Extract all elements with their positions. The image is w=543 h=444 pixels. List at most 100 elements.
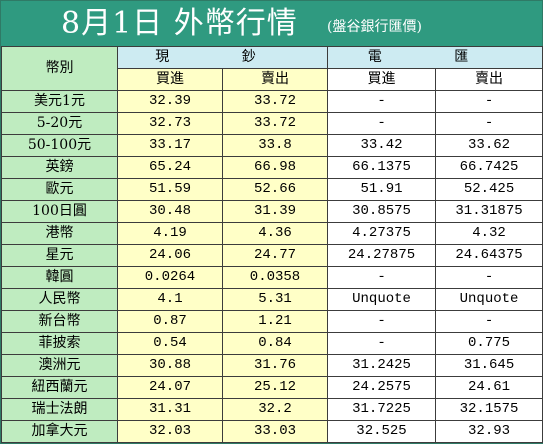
cash-sell-cell: 52.66	[221, 178, 329, 201]
currency-name-cell: 瑞士法朗	[1, 398, 118, 421]
cash-sell-cell: 31.39	[221, 200, 329, 223]
wire-sell-cell: 66.7425	[435, 156, 543, 179]
cash-buy-cell: 4.1	[117, 288, 223, 311]
currency-name-cell: 美元1元	[1, 90, 118, 113]
cash-sell-cell: 33.8	[221, 134, 329, 157]
table-row: 星元 24.06 24.77 24.27875 24.64375	[1, 244, 543, 267]
wire-sell-cell: -	[435, 310, 543, 333]
cash-buy-cell: 31.31	[117, 398, 223, 421]
cash-sell-cell: 4.36	[221, 222, 329, 245]
subheader-row: 買進 賣出 買進 賣出	[2, 68, 543, 91]
cash-buy-cell: 32.39	[117, 90, 223, 113]
cash-sell-header: 賣出	[221, 68, 329, 91]
cash-sell-cell: 33.03	[221, 420, 329, 443]
currency-name-cell: 100日圓	[1, 200, 118, 223]
exchange-rate-table: 幣別 現 鈔 電 匯 買進 賣出 買進 賣出 美元1元 32.39 33.72- -5…	[1, 46, 543, 443]
table-row: 港幣 4.19 4.36 4.27375 4.32	[1, 222, 543, 245]
cash-buy-cell: 30.88	[117, 354, 223, 377]
table-row: 紐西蘭元 24.07 25.12 24.2575 24.61	[1, 376, 543, 399]
table-row: 英鎊 65.24 66.98 66.1375 66.7425	[1, 156, 543, 179]
wire-buy-header: 買進	[327, 68, 437, 91]
wire-buy-cell: Unquote	[327, 288, 437, 311]
currency-name-cell: 港幣	[1, 222, 118, 245]
table-row: 澳洲元 30.88 31.76 31.2425 31.645	[1, 354, 543, 377]
wire-buy-cell: -	[327, 112, 437, 135]
wire-sell-cell: 52.425	[435, 178, 543, 201]
wire-sell-cell: -	[435, 90, 543, 113]
table-row: 美元1元 32.39 33.72- -	[1, 90, 543, 113]
rate-rows: 美元1元 32.39 33.72- -5-20元 32.73 33.72- -50-100元…	[1, 90, 543, 443]
currency-name-cell: 英鎊	[1, 156, 118, 179]
currency-name-cell: 人民幣	[1, 288, 118, 311]
currency-column-header: 幣別	[1, 46, 118, 91]
wire-buy-cell: 24.2575	[327, 376, 437, 399]
cash-buy-cell: 4.19	[117, 222, 223, 245]
table-row: 加拿大元 32.03 33.03 32.525 32.93	[1, 420, 543, 443]
cash-buy-cell: 32.73	[117, 112, 223, 135]
wire-buy-cell: 66.1375	[327, 156, 437, 179]
currency-name-cell: 50-100元	[1, 134, 118, 157]
cash-sell-cell: 24.77	[221, 244, 329, 267]
wire-sell-cell: 24.64375	[435, 244, 543, 267]
wire-buy-cell: 33.42	[327, 134, 437, 157]
cash-buy-cell: 0.0264	[117, 266, 223, 289]
title-bar: 8月1日 外幣行情 (盤谷銀行匯價)	[1, 1, 542, 46]
wire-buy-cell: 31.7225	[327, 398, 437, 421]
wire-sell-cell: 32.93	[435, 420, 543, 443]
table-row: 新台幣 0.87 1.21- -	[1, 310, 543, 333]
cash-sell-cell: 0.0358	[221, 266, 329, 289]
table-row: 瑞士法朗 31.31 32.2 31.7225 32.1575	[1, 398, 543, 421]
wire-buy-cell: 4.27375	[327, 222, 437, 245]
cash-sell-cell: 25.12	[221, 376, 329, 399]
cash-buy-header: 買進	[117, 68, 223, 91]
wire-sell-cell: 0.775	[435, 332, 543, 355]
wire-sell-cell: 32.1575	[435, 398, 543, 421]
wire-buy-cell: -	[327, 266, 437, 289]
cash-buy-cell: 0.54	[117, 332, 223, 355]
currency-name-cell: 菲披索	[1, 332, 118, 355]
table-row: 5-20元 32.73 33.72- -	[1, 112, 543, 135]
table-row: 韓圓 0.0264 0.0358- -	[1, 266, 543, 289]
cash-sell-cell: 33.72	[221, 90, 329, 113]
cash-group-header: 現 鈔	[116, 46, 329, 69]
table-row: 歐元 51.59 52.66 51.91 52.425	[1, 178, 543, 201]
wire-buy-cell: -	[327, 90, 437, 113]
currency-name-cell: 澳洲元	[1, 354, 118, 377]
wire-sell-cell: 31.31875	[435, 200, 543, 223]
cash-buy-cell: 65.24	[117, 156, 223, 179]
wire-sell-cell: 33.62	[435, 134, 543, 157]
wire-buy-cell: 51.91	[327, 178, 437, 201]
wire-sell-cell: -	[435, 266, 543, 289]
wire-sell-cell: 4.32	[435, 222, 543, 245]
wire-sell-cell: Unquote	[435, 288, 543, 311]
page-title: 8月1日 外幣行情	[61, 6, 298, 41]
wire-sell-header: 賣出	[435, 68, 543, 91]
wire-sell-cell: -	[435, 112, 543, 135]
wire-buy-cell: -	[327, 332, 437, 355]
wire-buy-cell: 31.2425	[327, 354, 437, 377]
wire-group-header: 電 匯	[327, 46, 543, 69]
wire-sell-cell: 31.645	[435, 354, 543, 377]
cash-buy-cell: 33.17	[117, 134, 223, 157]
cash-buy-cell: 30.48	[117, 200, 223, 223]
wire-buy-cell: 32.525	[327, 420, 437, 443]
cash-sell-cell: 31.76	[221, 354, 329, 377]
currency-name-cell: 星元	[1, 244, 118, 267]
wire-buy-cell: -	[327, 310, 437, 333]
cash-sell-cell: 32.2	[221, 398, 329, 421]
table-row: 100日圓 30.48 31.39 30.8575 31.31875	[1, 200, 543, 223]
currency-name-cell: 加拿大元	[1, 420, 118, 443]
group-header-row: 幣別 現 鈔 電 匯	[1, 46, 543, 91]
wire-buy-cell: 30.8575	[327, 200, 437, 223]
cash-buy-cell: 51.59	[117, 178, 223, 201]
cash-sell-cell: 66.98	[221, 156, 329, 179]
cash-sell-cell: 5.31	[221, 288, 329, 311]
currency-name-cell: 5-20元	[1, 112, 118, 135]
cash-buy-cell: 0.87	[117, 310, 223, 333]
cash-buy-cell: 24.06	[117, 244, 223, 267]
currency-name-cell: 歐元	[1, 178, 118, 201]
cash-buy-cell: 32.03	[117, 420, 223, 443]
wire-buy-cell: 24.27875	[327, 244, 437, 267]
cash-buy-cell: 24.07	[117, 376, 223, 399]
